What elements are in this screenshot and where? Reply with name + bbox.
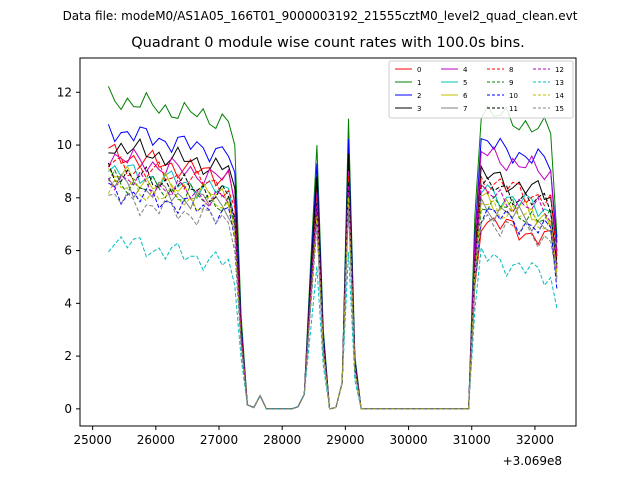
y-tick-label: 0 xyxy=(64,402,72,416)
x-tick-label: 29000 xyxy=(326,433,364,447)
legend-frame xyxy=(388,60,574,119)
chart-title: Quadrant 0 module wise count rates with … xyxy=(131,35,525,51)
x-offset-label: +3.069e8 xyxy=(503,454,562,468)
y-tick-label: 10 xyxy=(57,138,72,152)
series-line-15 xyxy=(108,191,558,410)
ticks-layer: 25000 26000 27000 28000 29000 30000 31000 32000… xyxy=(57,85,554,447)
axes-frame xyxy=(79,57,577,427)
legend-label-3: 3 xyxy=(417,105,421,113)
series-line-9 xyxy=(107,169,558,410)
y-tick-label: 6 xyxy=(64,244,72,258)
series-line-6 xyxy=(107,164,558,410)
series-line-1 xyxy=(107,86,558,410)
x-tick-label: 27000 xyxy=(200,433,238,447)
legend-label-0: 0 xyxy=(417,66,421,74)
legend-label-14: 14 xyxy=(555,92,564,100)
series-line-5 xyxy=(108,164,558,410)
series-layer xyxy=(107,86,558,410)
legend-label-13: 13 xyxy=(555,79,564,87)
legend-label-1: 1 xyxy=(417,79,421,87)
series-line-2 xyxy=(107,124,558,410)
series-line-7 xyxy=(108,173,558,410)
series-line-14 xyxy=(107,177,558,410)
legend-label-2: 2 xyxy=(417,92,421,100)
legend-label-9: 9 xyxy=(509,79,513,87)
figure-suptitle: Data file: modeM0/AS1A05_166T01_90000031… xyxy=(62,9,578,23)
legend-label-15: 15 xyxy=(555,105,564,113)
legend-label-7: 7 xyxy=(463,105,467,113)
legend-label-5: 5 xyxy=(463,79,467,87)
x-tick-label: 26000 xyxy=(137,433,175,447)
legend-label-4: 4 xyxy=(463,66,468,74)
x-tick-label: 31000 xyxy=(453,433,491,447)
series-line-13 xyxy=(108,235,558,410)
legend-label-10: 10 xyxy=(509,92,518,100)
legend-label-12: 12 xyxy=(555,66,564,74)
y-tick-label: 12 xyxy=(57,85,72,99)
x-tick-label: 30000 xyxy=(389,433,427,447)
x-tick-label: 28000 xyxy=(263,433,301,447)
y-tick-label: 8 xyxy=(64,191,72,205)
series-line-0 xyxy=(108,143,558,410)
series-line-3 xyxy=(108,138,558,410)
legend-label-6: 6 xyxy=(463,92,468,100)
x-tick-label: 32000 xyxy=(516,433,554,447)
x-tick-label: 25000 xyxy=(74,433,112,447)
series-line-10 xyxy=(108,182,558,410)
legend-label-8: 8 xyxy=(509,66,513,74)
series-line-12 xyxy=(107,170,558,410)
y-tick-label: 2 xyxy=(64,349,72,363)
y-tick-label: 4 xyxy=(64,296,72,310)
legend-label-11: 11 xyxy=(509,105,518,113)
